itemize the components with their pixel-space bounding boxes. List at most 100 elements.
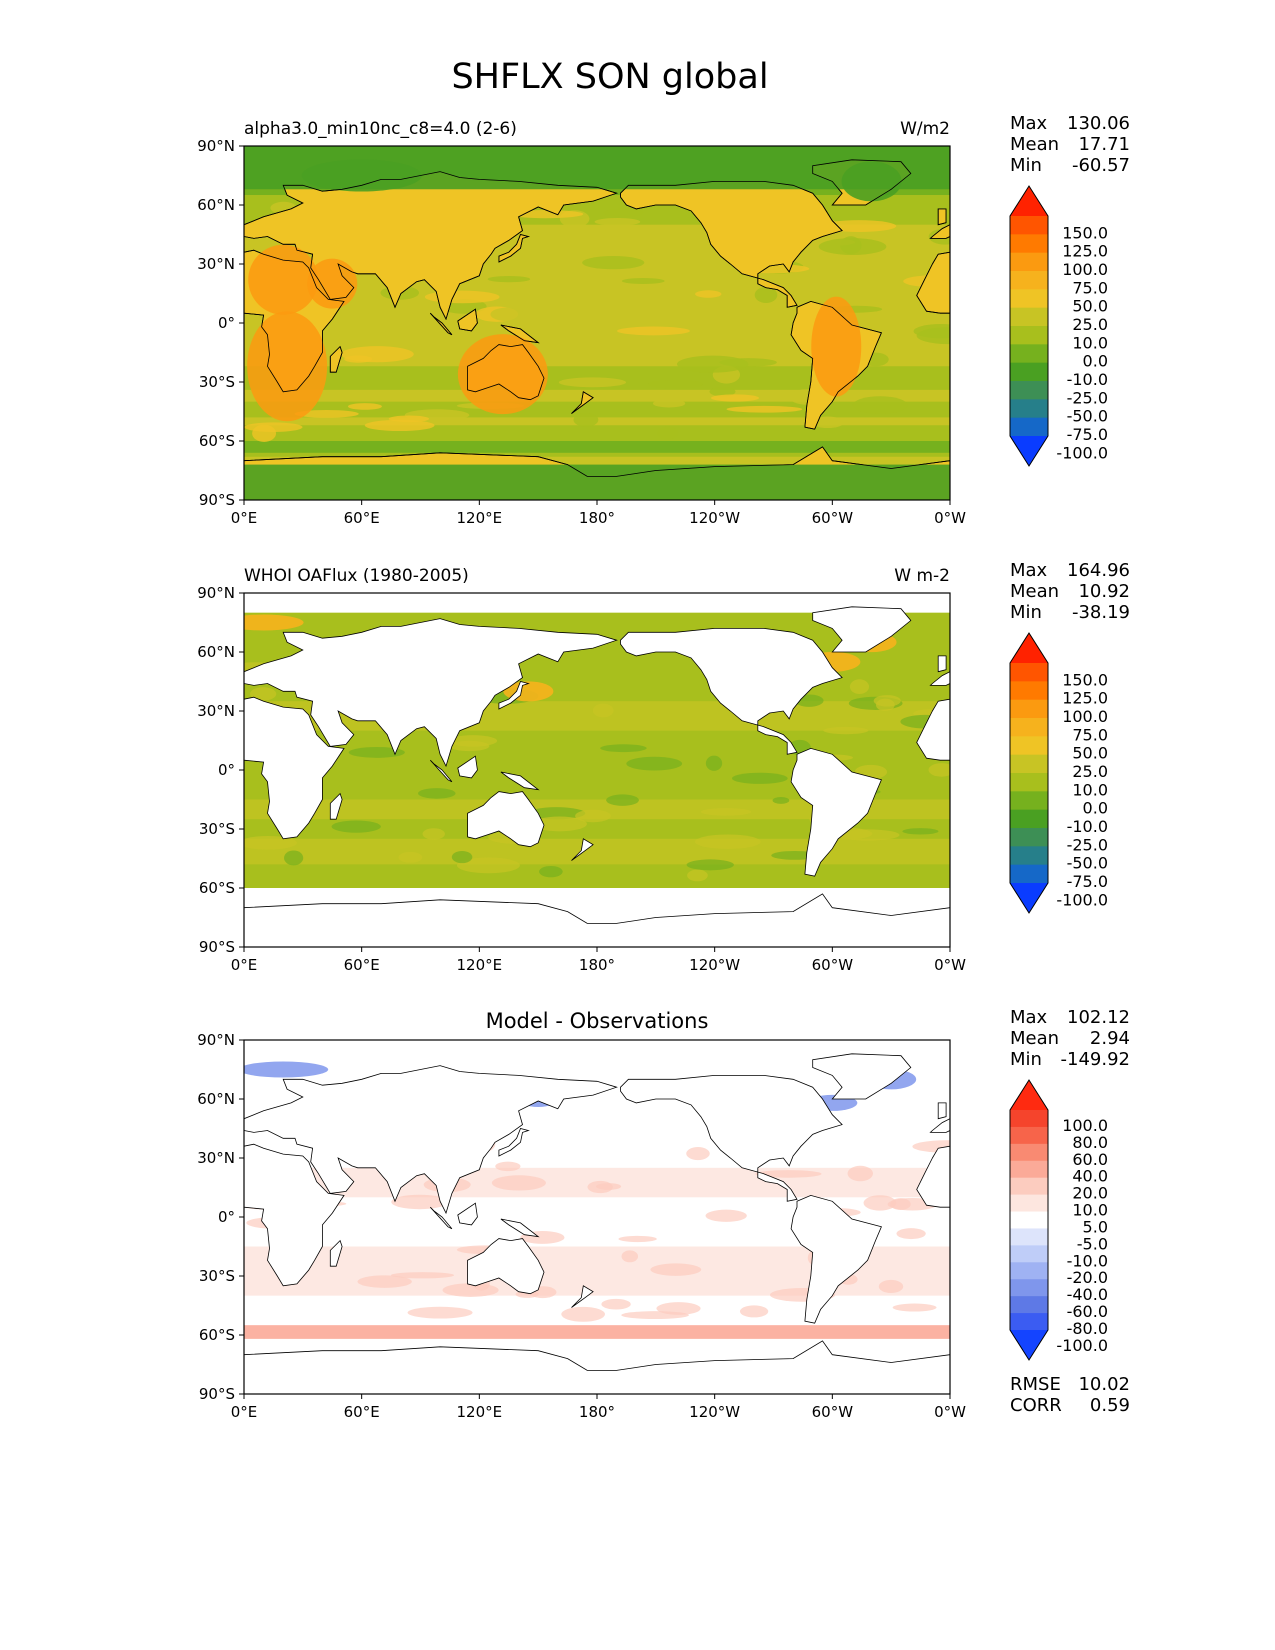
flux-patch: [849, 679, 870, 695]
stat-value: -149.92: [1061, 1049, 1130, 1070]
flux-patch: [694, 834, 761, 849]
flux-patch: [754, 286, 778, 304]
colorbar-label: -50.0: [1067, 854, 1108, 873]
y-tick-label: 60°N: [197, 1090, 235, 1108]
land-mask: [916, 1145, 950, 1208]
colorbar-outline: [1009, 1079, 1049, 1361]
flux-patch: [652, 399, 686, 408]
colorbar: 150.0125.0100.075.050.025.010.00.0-10.0-…: [1009, 185, 1108, 467]
flux-patch: [705, 755, 723, 771]
flux-patch: [617, 326, 690, 336]
flux-patch: [557, 226, 608, 241]
land-mask: [244, 618, 618, 768]
colorbar-segment: [1010, 681, 1048, 701]
flux-patch: [388, 415, 430, 423]
panel-left-title: WHOI OAFlux (1980-2005): [244, 566, 469, 586]
flux-patch: [451, 851, 473, 864]
flux-patch: [823, 726, 869, 735]
flux-patch: [621, 1250, 639, 1263]
colorbar-outline: [1009, 632, 1049, 914]
colorbar-label: 100.0: [1062, 1116, 1108, 1135]
land-mask: [244, 893, 950, 947]
flux-patch: [391, 1194, 448, 1210]
flux-patch: [442, 1283, 499, 1297]
y-tick-label: 0°: [218, 314, 235, 332]
cool-spot: [244, 1061, 329, 1078]
stat-value: 2.94: [1090, 1028, 1130, 1049]
y-tick-label: 60°N: [197, 643, 235, 661]
colorbar-label: 20.0: [1072, 1184, 1108, 1203]
y-tick-label: 60°N: [197, 196, 235, 214]
land-mask: [929, 1118, 950, 1133]
colorbar-label: 10.0: [1072, 1201, 1108, 1220]
flux-patch: [449, 740, 490, 752]
colorbar-label: -75.0: [1067, 872, 1108, 891]
land-mask: [430, 759, 453, 783]
cold-spot: [301, 159, 422, 192]
colorbar-extend-bottom: [1010, 1330, 1048, 1360]
flux-patch: [587, 1180, 613, 1194]
colorbar-segment: [1010, 864, 1048, 884]
flux-patch: [873, 695, 901, 707]
x-tick-label: 0°E: [231, 1403, 258, 1421]
flux-patch: [364, 419, 435, 432]
colorbar-label: -80.0: [1067, 1319, 1108, 1338]
stat-value: 10.92: [1078, 581, 1130, 602]
flux-patch: [818, 238, 887, 256]
cold-spot: [841, 161, 902, 202]
land-mask: [500, 1218, 540, 1238]
flux-patch: [249, 687, 277, 701]
x-tick-label: 0°W: [934, 509, 966, 527]
flux-patch: [739, 1305, 769, 1318]
land-mask: [790, 1194, 882, 1324]
map-panel-2: 0°E 60°E 120°E 180° 120°W 60°W 0°W 90°N 60°N 30°N…: [197, 560, 1130, 974]
colorbar-segment: [1010, 307, 1048, 327]
colorbar-label: -50.0: [1067, 407, 1108, 426]
flux-patch: [695, 290, 722, 298]
stat-label: Max: [1010, 113, 1048, 134]
hot-spot: [457, 334, 548, 415]
panel-left-title: alpha3.0_min10nc_c8=4.0 (2-6): [244, 119, 517, 139]
y-tick-label: 60°S: [199, 1326, 235, 1344]
flux-patch: [357, 1275, 412, 1288]
y-tick-label: 30°S: [199, 1267, 235, 1285]
stat-label: Mean: [1010, 134, 1059, 155]
flux-patch: [606, 794, 639, 806]
polar-band: [244, 464, 950, 500]
x-tick-label: 60°W: [812, 509, 854, 527]
flux-patch: [422, 828, 445, 840]
footer-stat-label: CORR: [1010, 1395, 1062, 1416]
footer-stat-label: RMSE: [1010, 1374, 1061, 1395]
flux-patch: [705, 1209, 747, 1222]
land-mask: [457, 1202, 478, 1226]
x-tick-label: 180°: [579, 1403, 615, 1421]
map-panel-3: 0°E 60°E 120°E 180° 120°W 60°W 0°W 90°N 60°N 30°N…: [197, 1007, 1130, 1421]
stat-label: Min: [1010, 1049, 1042, 1070]
coastline: [244, 171, 618, 321]
colorbar-segment: [1010, 1262, 1048, 1280]
land-mask: [812, 1053, 912, 1100]
land-mask: [571, 1285, 594, 1308]
x-tick-label: 0°W: [934, 1403, 966, 1421]
flux-patch: [916, 327, 950, 345]
colorbar-label: 75.0: [1072, 278, 1108, 297]
colorbar-segment: [1010, 326, 1048, 345]
x-tick-label: 120°E: [457, 1403, 503, 1421]
colorbar-label: -100.0: [1056, 443, 1108, 462]
coastline: [571, 391, 594, 414]
y-tick-label: 60°S: [199, 432, 235, 450]
colorbar-label: 100.0: [1062, 260, 1108, 279]
coastline: [498, 234, 530, 263]
stat-value: 130.06: [1067, 113, 1130, 134]
colorbar-segment: [1010, 773, 1048, 792]
flux-patch: [558, 377, 627, 388]
coastline: [430, 312, 453, 336]
hot-spot: [307, 258, 358, 309]
colorbar-label: 5.0: [1083, 1217, 1108, 1236]
y-tick-label: 0°: [218, 1208, 235, 1226]
colorbar-label: 25.0: [1072, 762, 1108, 781]
flux-field: [244, 606, 950, 947]
colorbar-segment: [1010, 1245, 1048, 1263]
flux-patch: [592, 703, 614, 718]
